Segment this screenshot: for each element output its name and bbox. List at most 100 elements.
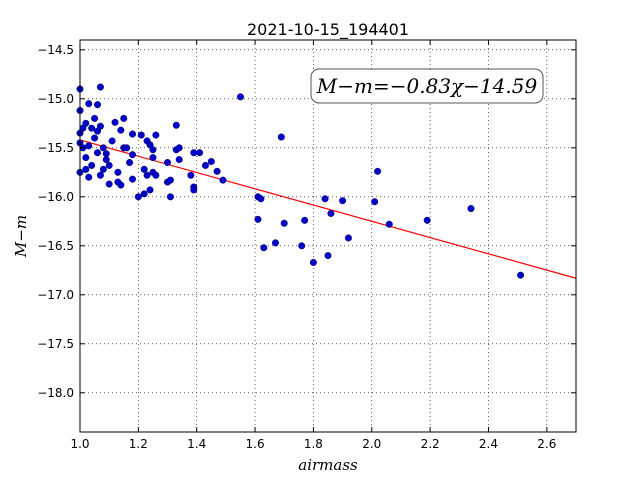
data-point: [236, 93, 244, 101]
data-point: [280, 219, 288, 227]
data-point: [85, 142, 93, 150]
data-point: [152, 171, 160, 179]
data-point: [108, 137, 116, 145]
data-point: [327, 209, 335, 217]
data-point: [140, 165, 148, 173]
data-point: [207, 158, 215, 166]
data-point: [88, 161, 96, 169]
data-point: [85, 173, 93, 181]
x-tick-label: 1.6: [246, 437, 265, 451]
data-point: [271, 239, 279, 247]
data-point: [102, 156, 110, 164]
y-tick-labels: −14.5 −15.0 −15.5 −16.0 −16.5 −17.0 −17.5 −18.0: [37, 43, 74, 400]
data-point: [94, 149, 102, 157]
data-point: [187, 171, 195, 179]
data-point: [321, 195, 329, 203]
data-point: [96, 122, 104, 130]
data-point: [129, 130, 137, 138]
data-point: [467, 205, 475, 213]
data-point: [94, 101, 102, 109]
data-point: [111, 118, 119, 126]
data-point: [88, 124, 96, 132]
y-tick-label: −16.5: [37, 239, 74, 253]
data-point: [129, 151, 137, 159]
data-point: [201, 161, 209, 169]
data-point: [134, 193, 142, 201]
data-point: [105, 161, 113, 169]
data-point: [196, 149, 204, 157]
data-point: [371, 198, 379, 206]
data-point: [123, 144, 131, 152]
data-point: [339, 197, 347, 205]
data-point: [85, 100, 93, 108]
data-point: [102, 150, 110, 158]
data-point: [82, 119, 90, 127]
data-point: [149, 154, 157, 162]
y-tick-label: −16.0: [37, 190, 74, 204]
x-tick-label: 1.8: [304, 437, 323, 451]
y-tick-label: −17.0: [37, 288, 74, 302]
fit-line: [79, 139, 577, 279]
y-tick-label: −17.5: [37, 337, 74, 351]
data-point: [219, 176, 227, 184]
data-point: [517, 271, 525, 279]
data-point: [298, 242, 306, 250]
data-point: [143, 171, 151, 179]
data-point: [146, 186, 154, 194]
data-point: [324, 252, 332, 260]
grid-lines: [79, 40, 576, 432]
annotation-box: [310, 68, 544, 104]
data-point: [96, 171, 104, 179]
data-point: [164, 158, 172, 166]
fit-line-group: [79, 139, 577, 279]
data-point: [344, 234, 352, 242]
x-tick-label: 1.4: [187, 437, 206, 451]
data-point: [149, 146, 157, 154]
data-point: [99, 165, 107, 173]
data-point: [120, 114, 128, 122]
x-tick-labels: 1.0 1.2 1.4 1.6 1.8 2.0 2.2 2.4 2.6: [70, 437, 556, 451]
data-point: [82, 165, 90, 173]
data-point: [175, 156, 183, 164]
data-point: [126, 158, 134, 166]
data-point: [82, 154, 90, 162]
x-tick-label: 1.0: [70, 437, 89, 451]
x-tick-label: 2.4: [479, 437, 498, 451]
fit-annotation: M−m=−0.83χ−14.59: [310, 68, 544, 104]
data-point: [137, 131, 145, 139]
data-point: [374, 167, 382, 175]
y-tick-label: −15.0: [37, 92, 74, 106]
data-point: [96, 83, 104, 91]
x-axis-label: airmass: [298, 456, 358, 474]
data-point: [91, 134, 99, 142]
annotation-text: M−m=−0.83χ−14.59: [316, 74, 538, 98]
data-point: [105, 180, 113, 188]
data-point: [114, 168, 122, 176]
data-point: [385, 220, 393, 228]
data-points: [76, 83, 525, 279]
axis-ticks: [79, 40, 576, 432]
x-tick-label: 2.2: [421, 437, 440, 451]
x-tick-label: 2.6: [537, 437, 556, 451]
data-point: [175, 144, 183, 152]
data-point: [117, 181, 125, 189]
y-tick-label: −18.0: [37, 386, 74, 400]
x-tick-label: 1.2: [129, 437, 148, 451]
data-point: [260, 244, 268, 252]
data-point: [190, 149, 198, 157]
data-point: [166, 193, 174, 201]
data-point: [257, 195, 265, 203]
data-point: [309, 258, 317, 266]
data-point: [213, 167, 221, 175]
data-point: [277, 133, 285, 141]
y-axis-label: M−m: [12, 215, 30, 258]
data-point: [190, 186, 198, 194]
x-tick-label: 2.0: [362, 437, 381, 451]
plot-frame: [79, 39, 577, 433]
data-point: [129, 175, 137, 183]
chart-title: 2021-10-15_194401: [247, 20, 409, 40]
data-point: [172, 121, 180, 129]
data-point: [254, 215, 262, 223]
y-tick-label: −15.5: [37, 141, 74, 155]
